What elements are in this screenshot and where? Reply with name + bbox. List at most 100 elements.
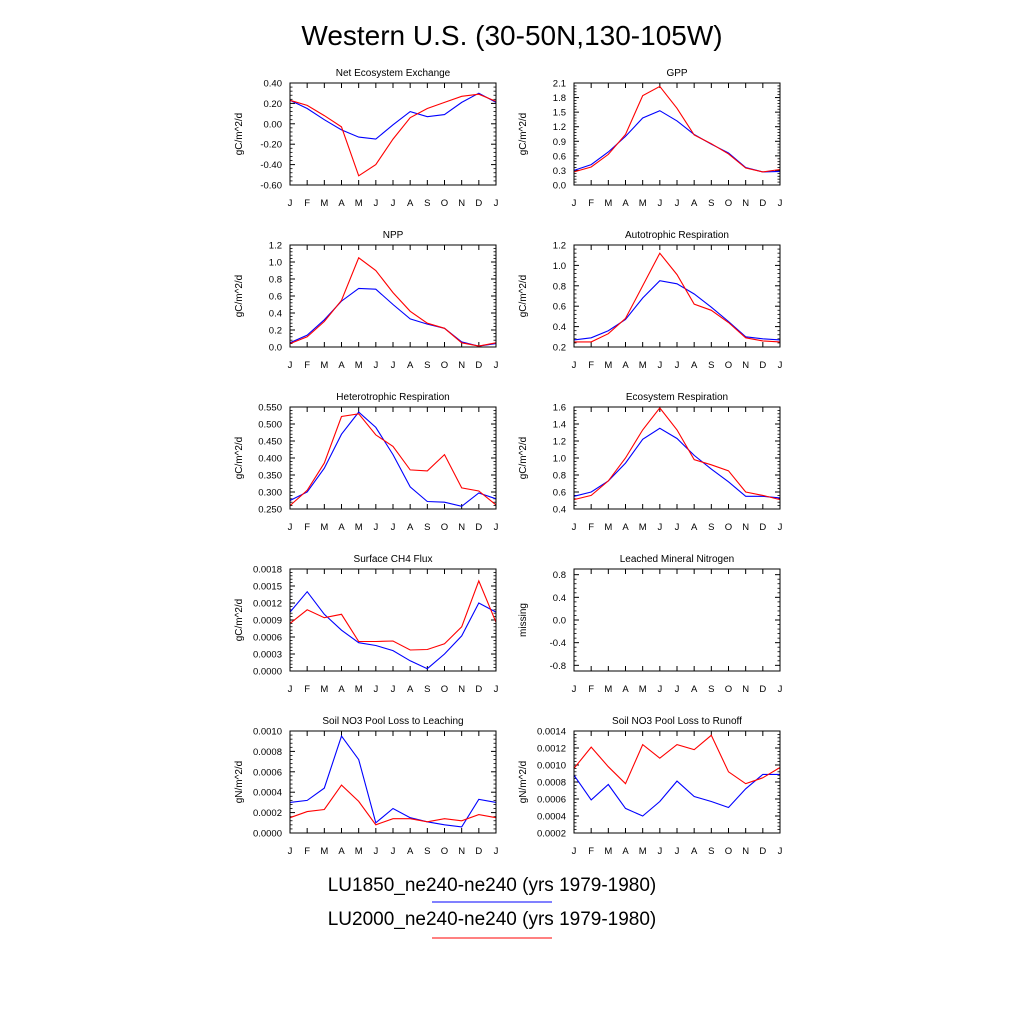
x-tick-label: J xyxy=(675,198,680,209)
x-tick-label: S xyxy=(708,198,714,209)
plot-frame xyxy=(573,82,781,186)
plot-frame xyxy=(289,568,497,672)
x-tick-label: D xyxy=(759,522,766,533)
chart-autotrophic-respiration: Autotrophic Respiration gC/m^2/d 0.2 0.4 0.6… xyxy=(518,230,783,371)
x-tick-label: J xyxy=(675,846,680,857)
y-tick-label: -0.40 xyxy=(260,160,282,171)
x-tick-label: J xyxy=(657,360,662,371)
x-tick-label: J xyxy=(572,360,577,371)
x-tick-label: D xyxy=(475,360,482,371)
series-line-lu1850 xyxy=(573,427,781,499)
x-tick-label: A xyxy=(407,684,414,695)
x-tick-label: J xyxy=(675,360,680,371)
x-tick-label: S xyxy=(708,522,714,533)
y-tick-label: 0.4 xyxy=(553,322,566,333)
y-tick-label: 0.2 xyxy=(269,326,282,337)
series-line-lu2000 xyxy=(289,93,497,177)
y-axis-label: gC/m^2/d xyxy=(518,275,529,318)
y-tick-label: 0.0 xyxy=(553,616,566,627)
y-tick-label: 0.0004 xyxy=(253,788,282,799)
x-tick-label: F xyxy=(588,198,594,209)
x-tick-label: J xyxy=(373,360,378,371)
y-axis-label: gN/m^2/d xyxy=(518,761,529,804)
y-axis-label: gN/m^2/d xyxy=(234,761,245,804)
x-tick-label: J xyxy=(391,360,396,371)
y-tick-label: 0.0010 xyxy=(537,761,566,772)
x-tick-label: O xyxy=(441,522,448,533)
y-tick-label: 0.0000 xyxy=(253,829,282,840)
plot-frame xyxy=(573,244,781,348)
x-tick-label: N xyxy=(742,684,749,695)
y-tick-label: 0.0006 xyxy=(537,795,566,806)
x-tick-label: F xyxy=(588,522,594,533)
x-tick-label: M xyxy=(320,522,328,533)
x-tick-label: A xyxy=(622,522,629,533)
y-tick-label: 0.350 xyxy=(258,471,282,482)
chart-title: Soil NO3 Pool Loss to Leaching xyxy=(322,716,463,727)
x-tick-label: A xyxy=(622,846,629,857)
y-tick-label: 0.0006 xyxy=(253,767,282,778)
y-tick-label: 1.8 xyxy=(553,93,566,104)
series-line-lu1850 xyxy=(289,92,497,140)
x-tick-label: J xyxy=(391,198,396,209)
series-line-lu2000 xyxy=(573,407,781,501)
x-tick-label: M xyxy=(320,684,328,695)
y-tick-label: 0.0008 xyxy=(537,778,566,789)
x-tick-label: F xyxy=(588,360,594,371)
chart-heterotrophic-respiration: Heterotrophic Respiration gC/m^2/d 0.250 0.… xyxy=(234,392,499,533)
x-tick-label: J xyxy=(675,522,680,533)
chart-ecosystem-respiration: Ecosystem Respiration gC/m^2/d 0.4 0.6 0.8 1.… xyxy=(518,392,783,533)
x-tick-label: S xyxy=(424,360,430,371)
x-tick-label: S xyxy=(708,846,714,857)
series-line-lu1850 xyxy=(289,590,497,670)
x-tick-label: M xyxy=(355,684,363,695)
x-tick-label: A xyxy=(691,846,698,857)
x-tick-label: J xyxy=(288,684,293,695)
legend: LU1850_ne240-ne240 (yrs 1979-1980) LU200… xyxy=(328,875,656,939)
x-tick-label: J xyxy=(494,198,499,209)
x-tick-label: N xyxy=(742,198,749,209)
x-tick-label: N xyxy=(458,684,465,695)
y-tick-label: -0.8 xyxy=(550,661,566,672)
chart-title: Surface CH4 Flux xyxy=(354,554,433,565)
page-title: Western U.S. (30-50N,130-105W) xyxy=(301,20,722,51)
y-tick-label: 0.20 xyxy=(264,99,283,110)
y-tick-label: 0.8 xyxy=(269,275,282,286)
y-tick-label: -0.60 xyxy=(260,181,282,192)
x-tick-label: J xyxy=(373,846,378,857)
chart-title: Ecosystem Respiration xyxy=(626,392,728,403)
chart-title: Autotrophic Respiration xyxy=(625,230,729,241)
x-tick-label: J xyxy=(373,198,378,209)
x-tick-label: J xyxy=(657,522,662,533)
x-tick-label: M xyxy=(604,360,612,371)
x-tick-label: J xyxy=(675,684,680,695)
x-tick-label: J xyxy=(778,522,783,533)
x-tick-label: S xyxy=(708,684,714,695)
x-tick-label: A xyxy=(691,684,698,695)
x-tick-label: M xyxy=(639,846,647,857)
x-tick-label: O xyxy=(441,198,448,209)
x-tick-label: J xyxy=(657,198,662,209)
plot-frame xyxy=(289,730,497,834)
x-tick-label: F xyxy=(304,522,310,533)
y-tick-label: 0.4 xyxy=(553,593,566,604)
x-tick-label: M xyxy=(604,522,612,533)
x-tick-label: J xyxy=(391,846,396,857)
chart-title: NPP xyxy=(383,230,404,241)
series-line-lu1850 xyxy=(573,773,780,817)
series-line-lu2000 xyxy=(289,256,497,347)
x-tick-label: A xyxy=(622,684,629,695)
x-tick-label: D xyxy=(475,198,482,209)
x-tick-label: A xyxy=(407,360,414,371)
series-line-lu1850 xyxy=(573,110,781,173)
x-tick-label: N xyxy=(458,522,465,533)
y-tick-label: 0.0010 xyxy=(253,727,282,738)
x-tick-label: D xyxy=(759,360,766,371)
x-tick-label: J xyxy=(288,360,293,371)
y-tick-label: 0.2 xyxy=(553,343,566,354)
plot-frame xyxy=(289,406,497,510)
plot-frame xyxy=(289,82,497,186)
y-tick-label: 1.0 xyxy=(553,454,566,465)
